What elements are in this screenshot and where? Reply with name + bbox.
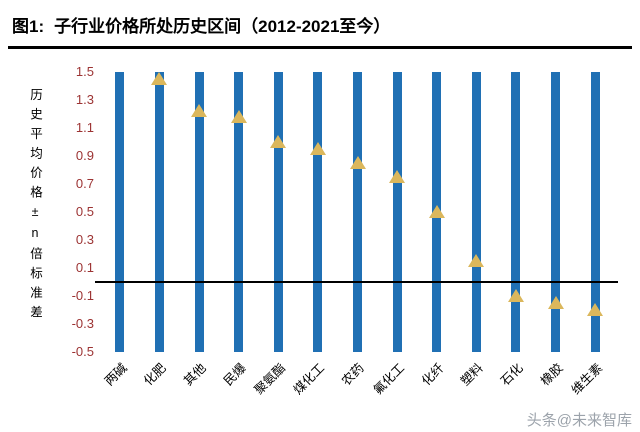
chart-title-text: 子行业价格所处历史区间（2012-2021至今）	[54, 17, 391, 36]
current-position-marker	[151, 72, 168, 85]
y-tick-label: 0.7	[75, 176, 94, 191]
watermark-text: 头条@未来智库	[526, 412, 632, 429]
y-tick-label: 0.5	[75, 204, 94, 219]
x-category-label: 橡胶	[537, 360, 566, 389]
current-position-marker	[547, 296, 564, 309]
y-axis: 1.5 1.3 1.1 0.9 0.7 0.5 0.3 0.1 -0.1 -0.3 -0.5	[0, 0, 100, 432]
title-underline-rule	[8, 46, 632, 49]
range-bar	[273, 72, 283, 352]
y-axis-title: 历史平均价格±n倍标准差	[28, 88, 42, 325]
y-tick-label: 1.1	[75, 120, 94, 135]
current-position-marker	[230, 109, 247, 123]
range-bar	[471, 72, 481, 352]
range-bar	[154, 72, 164, 352]
y-tick-label: 1.5	[75, 64, 94, 79]
current-position-marker	[349, 156, 366, 169]
x-category-label: 维生素	[568, 360, 605, 398]
x-category-label: 两碱	[101, 360, 130, 389]
current-position-marker	[507, 289, 524, 302]
current-position-marker	[468, 254, 485, 267]
x-category-label: 其他	[181, 360, 209, 389]
y-tick-label: 0.1	[75, 260, 94, 275]
figure-label: 图1:	[12, 17, 45, 36]
range-bar	[551, 72, 561, 352]
current-position-marker	[389, 170, 406, 183]
plot-area	[95, 72, 618, 352]
y-tick-label: 0.3	[75, 232, 94, 247]
x-category-label: 塑料	[458, 360, 487, 389]
current-position-marker	[309, 142, 326, 155]
current-position-marker	[587, 303, 604, 316]
current-position-marker	[428, 205, 445, 218]
y-tick-label: -0.1	[71, 288, 94, 303]
current-position-marker	[191, 104, 208, 118]
x-category-label: 农药	[339, 360, 368, 389]
chart-title: 图1: 子行业价格所处历史区间（2012-2021至今）	[12, 17, 390, 36]
range-bar	[234, 72, 244, 352]
x-category-label: 石化	[498, 360, 526, 389]
y-tick-label: 1.3	[75, 92, 94, 107]
y-tick-label: -0.5	[71, 344, 94, 359]
x-category-label: 化肥	[141, 360, 170, 389]
chart-header: 图1: 子行业价格所处历史区间（2012-2021至今）	[12, 12, 630, 37]
zero-axis-line	[95, 281, 618, 283]
range-bar	[590, 72, 600, 352]
x-category-label: 民爆	[220, 360, 249, 389]
range-bar	[511, 72, 521, 352]
x-category-label: 聚氨酯	[251, 360, 289, 398]
range-bar	[353, 72, 362, 352]
x-category-label: 煤化工	[291, 360, 328, 398]
y-tick-label: 0.9	[75, 148, 94, 163]
range-bar	[194, 72, 204, 352]
current-position-marker	[270, 135, 287, 148]
x-category-label: 化纤	[418, 360, 447, 389]
y-tick-label: -0.3	[71, 316, 94, 331]
range-bar	[115, 72, 125, 352]
range-bar	[392, 72, 402, 352]
range-bar	[313, 72, 323, 352]
x-category-label: 氟化工	[370, 360, 407, 398]
